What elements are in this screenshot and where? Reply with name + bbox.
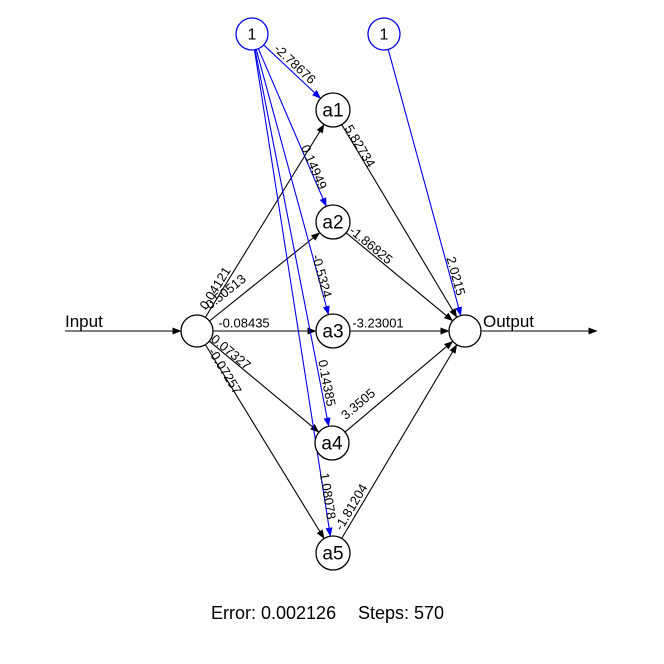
- node-output: [448, 314, 482, 348]
- error-stat: Error: 0.002126: [211, 603, 336, 623]
- node-a1: [315, 92, 351, 128]
- node-label-a2: a2: [322, 213, 343, 234]
- node-a4: [314, 425, 350, 461]
- weight-label-a2-output: -1.86825: [346, 223, 395, 267]
- node-label-bias2: 1: [380, 27, 389, 44]
- node-label-a1: a1: [322, 101, 343, 122]
- edge-bias2-output: [387, 49, 462, 317]
- edge-bias1-a5: [253, 49, 333, 537]
- node-label-a4: a4: [321, 434, 343, 455]
- edge-bias1-a2: [257, 48, 327, 207]
- weight-label-a3-output: -3.23001: [352, 316, 403, 331]
- weight-label-bias1-a3: -0.5324: [309, 253, 335, 299]
- weight-label-bias1-a1: -2.78676: [271, 41, 319, 87]
- edge-a5-output: [341, 344, 458, 539]
- nodes-layer: 1 1 a1 a2 a3 a4 a5: [180, 17, 482, 571]
- node-a3: [315, 313, 351, 349]
- node-label-a5: a5: [322, 544, 343, 565]
- edge-input-a2: [209, 232, 321, 322]
- edge-input-a5: [204, 344, 325, 539]
- input-label: Input: [65, 312, 103, 331]
- weight-label-a1-output: 5.82734: [342, 122, 379, 170]
- weight-label-bias1-a4: 0.14385: [315, 358, 339, 407]
- edge-a1-output: [341, 124, 458, 318]
- weight-label-input-a3: -0.08435: [218, 316, 269, 331]
- weight-label-bias1-a2: 0.14949: [298, 142, 330, 191]
- weight-label-bias1-a5: 1.08078: [317, 472, 339, 521]
- edges-layer: [65, 44, 598, 539]
- node-a2: [315, 204, 351, 240]
- node-a5: [315, 535, 351, 571]
- edge-bias1-a3: [255, 49, 330, 316]
- node-input: [180, 314, 214, 348]
- edge-bias1-a1: [263, 44, 321, 99]
- node-bias1: [235, 17, 269, 51]
- node-bias2: [367, 17, 401, 51]
- edge-bias1-a4: [254, 49, 331, 427]
- node-label-a3: a3: [322, 322, 343, 343]
- node-label-bias1: 1: [248, 27, 257, 44]
- weight-label-bias2-output: 2.0215: [444, 255, 469, 297]
- steps-stat: Steps: 570: [358, 603, 444, 623]
- edge-a4-output: [344, 340, 454, 433]
- edge-a2-output: [345, 232, 454, 322]
- output-label: Output: [483, 312, 534, 331]
- weight-label-a4-output: 3.3505: [338, 385, 378, 422]
- edge-input-a4: [208, 340, 320, 433]
